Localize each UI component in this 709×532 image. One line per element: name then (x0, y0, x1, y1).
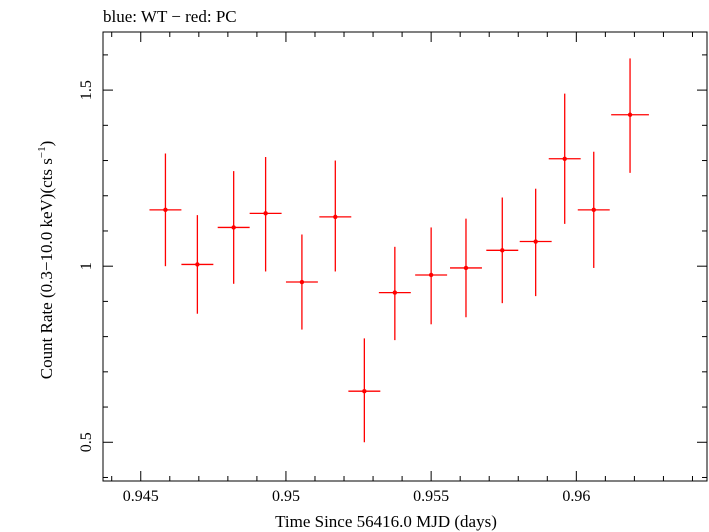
x-axis-label: Time Since 56416.0 MJD (days) (275, 512, 497, 531)
data-point (217, 171, 250, 284)
data-marker (428, 272, 434, 278)
chart-header: blue: WT − red: PC (103, 7, 237, 26)
axis-ticks (103, 32, 707, 481)
y-axis-label: Count Rate (0.3−10.0 keV)(cts s−1) (36, 141, 56, 380)
x-tick-label: 0.955 (413, 488, 449, 505)
data-marker (333, 214, 338, 220)
data-marker (362, 389, 367, 394)
plot-frame (102, 31, 708, 482)
data-point (319, 160, 352, 272)
data-marker (591, 207, 596, 213)
data-point (348, 338, 381, 443)
data-point (378, 246, 411, 341)
data-marker (533, 239, 538, 244)
data-point (181, 215, 214, 314)
data-marker (195, 262, 200, 267)
data-point (415, 227, 448, 325)
data-marker (463, 265, 469, 271)
data-point (611, 58, 649, 173)
data-point (577, 151, 610, 268)
data-point (149, 153, 182, 267)
y-tick-label: 0.5 (78, 432, 95, 452)
y-axis-label-main: Count Rate (0.3−10.0 keV)(cts s (37, 158, 56, 379)
data-marker (299, 279, 305, 285)
data-point (548, 93, 581, 224)
data-marker (500, 248, 505, 253)
data-point (450, 218, 482, 318)
x-tick-label: 0.95 (272, 488, 300, 505)
data-marker (392, 290, 398, 295)
data-marker (627, 112, 633, 117)
data-marker (263, 211, 268, 216)
data-point (285, 234, 318, 330)
data-marker (562, 156, 567, 161)
data-point (519, 188, 552, 297)
data-marker (163, 207, 168, 213)
y-axis-label-close: ) (37, 141, 56, 147)
y-tick-label: 1.5 (78, 80, 95, 100)
y-axis-label-exponent: −1 (36, 146, 48, 158)
y-tick-label: 1 (78, 262, 95, 270)
data-point (249, 157, 282, 272)
x-tick-label: 0.945 (123, 488, 159, 505)
x-tick-labels: 0.945 0.95 0.955 0.96 (123, 488, 591, 505)
y-tick-labels: 0.5 1 1.5 (78, 80, 95, 452)
data-marker (231, 225, 236, 230)
x-tick-label: 0.96 (562, 488, 590, 505)
data-points (149, 58, 649, 443)
data-point (486, 197, 519, 304)
